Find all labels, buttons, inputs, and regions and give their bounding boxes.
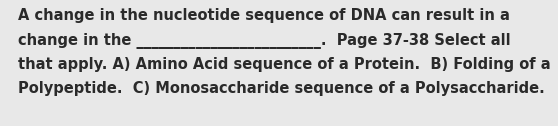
Text: Polypeptide.  C) Monosaccharide sequence of a Polysaccharide.: Polypeptide. C) Monosaccharide sequence …	[18, 82, 545, 97]
Text: A change in the nucleotide sequence of DNA can result in a: A change in the nucleotide sequence of D…	[18, 8, 510, 23]
Text: change in the _________________________.  Page 37-38 Select all: change in the _________________________.…	[18, 33, 511, 49]
Text: that apply. A) Amino Acid sequence of a Protein.  B) Folding of a: that apply. A) Amino Acid sequence of a …	[18, 57, 551, 72]
